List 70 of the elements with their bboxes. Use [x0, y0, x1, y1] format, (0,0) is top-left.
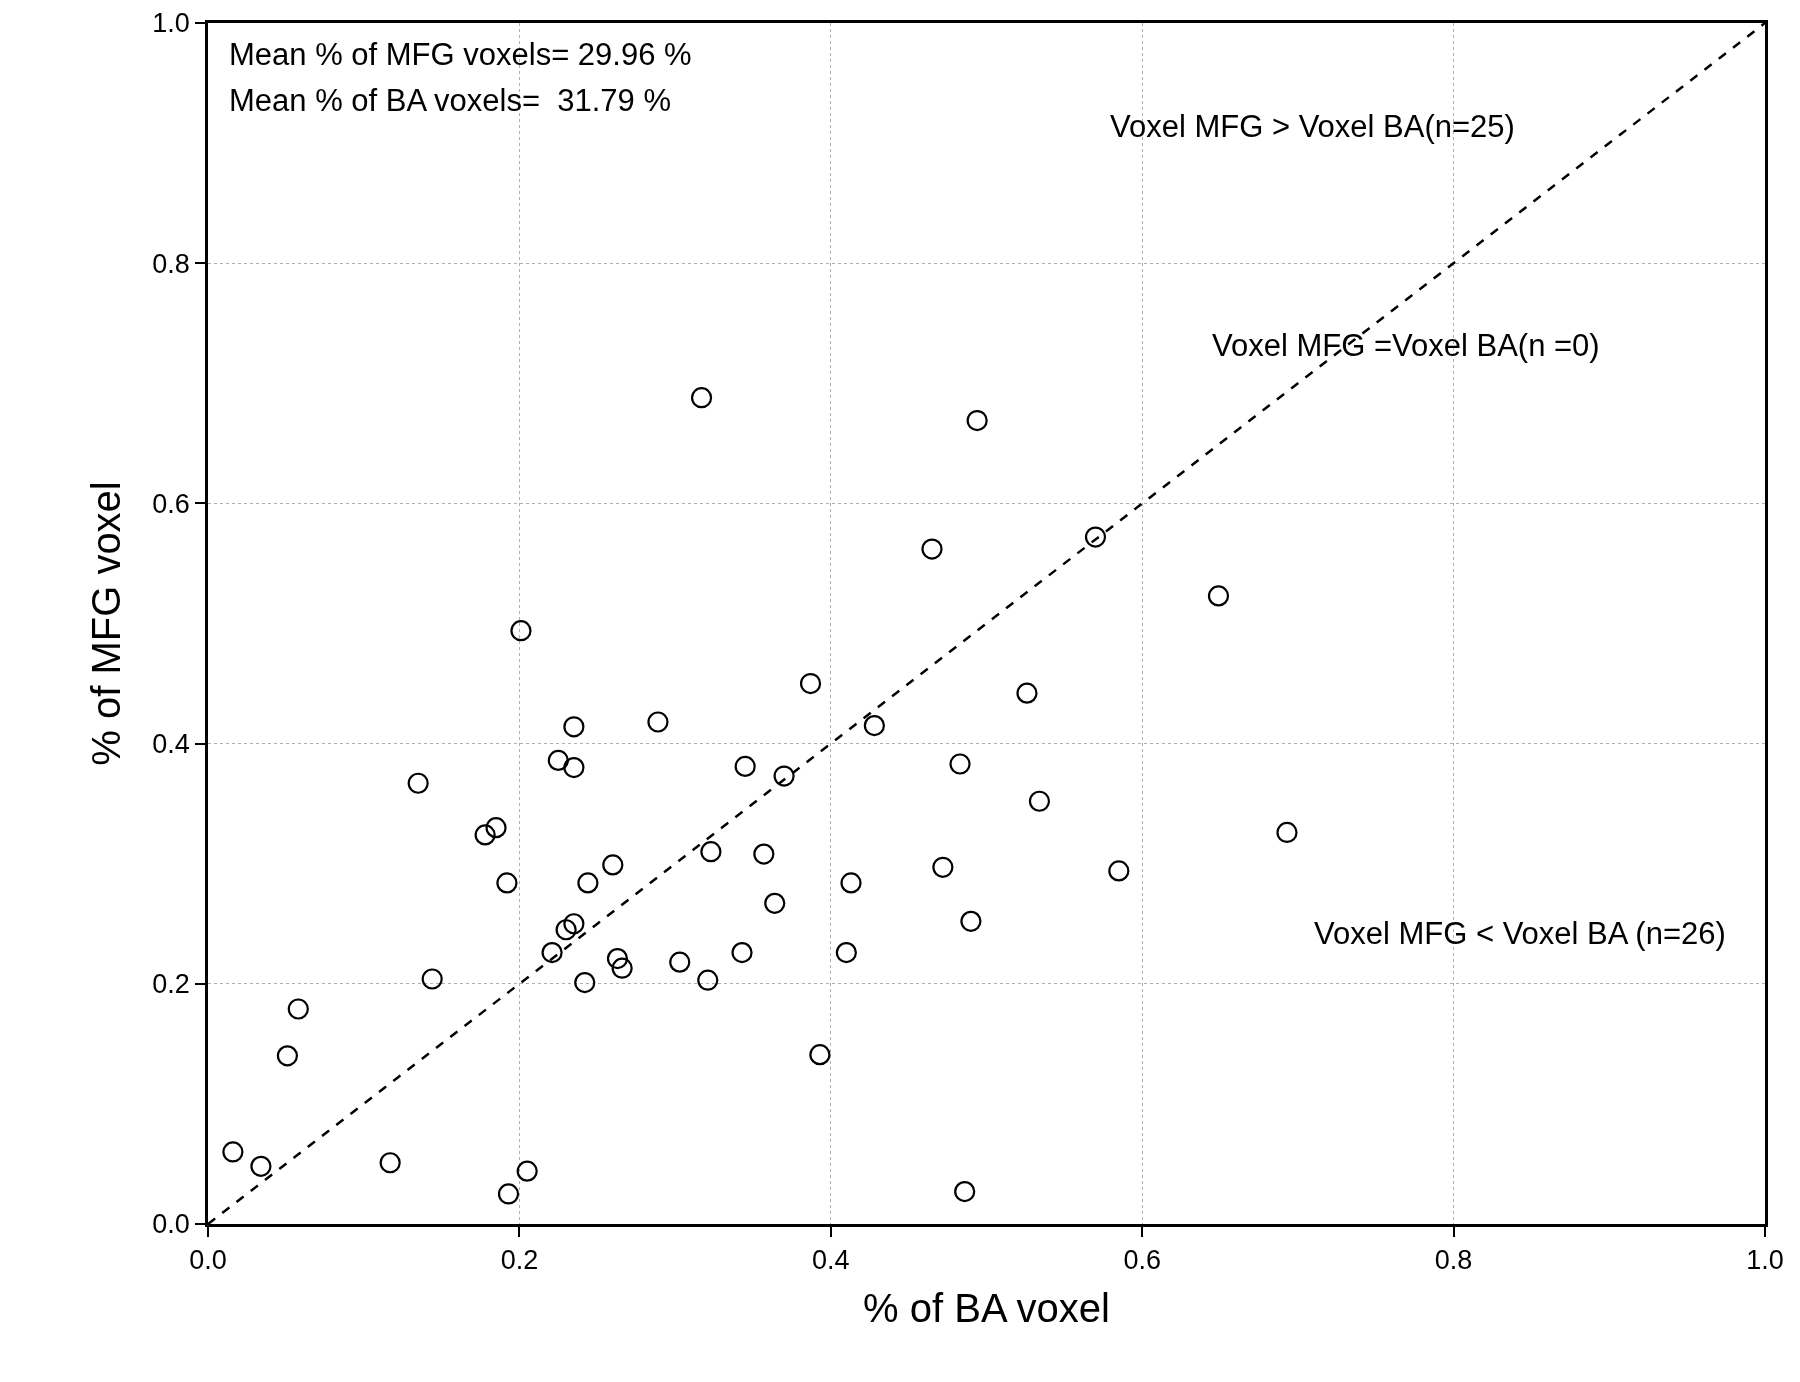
point	[541, 941, 563, 964]
point	[731, 941, 753, 964]
point	[799, 672, 822, 695]
point	[563, 757, 585, 779]
x-tick-label: 1.0	[1746, 1245, 1784, 1276]
y-tick-label: 1.0	[152, 8, 190, 39]
annotation: Voxel MFG < Voxel BA (n=26)	[1314, 916, 1726, 951]
annotation: Mean % of BA voxels= 31.79 %	[229, 83, 672, 118]
point	[1028, 790, 1051, 812]
annotation: Mean % of MFG voxels= 29.96 %	[229, 37, 692, 72]
point	[1108, 860, 1130, 882]
point	[606, 947, 629, 970]
point	[577, 872, 599, 894]
point	[700, 841, 722, 863]
point	[954, 1180, 976, 1203]
point	[574, 972, 596, 994]
point	[764, 892, 786, 914]
annotation: Voxel MFG =Voxel BA(n =0)	[1212, 328, 1600, 363]
point	[222, 1141, 244, 1163]
y-tick-label: 0.8	[152, 248, 190, 279]
point	[602, 854, 624, 876]
x-axis-title: % of BA voxel	[863, 1285, 1110, 1330]
point	[474, 824, 496, 846]
x-tick-label: 0.2	[500, 1245, 539, 1276]
point	[863, 714, 885, 737]
point	[611, 957, 633, 979]
point	[840, 872, 862, 894]
annotation: Voxel MFG > Voxel BA(n=25)	[1110, 109, 1515, 144]
y-tick-label: 0.2	[152, 969, 190, 1000]
point	[921, 538, 943, 560]
x-tick-label: 0.6	[1123, 1245, 1161, 1276]
y-tick-label: 0.0	[152, 1209, 190, 1240]
point	[773, 765, 795, 787]
point	[734, 755, 756, 778]
point	[516, 1160, 538, 1182]
point	[669, 951, 691, 973]
point	[966, 409, 988, 432]
x-tick-label: 0.4	[812, 1245, 850, 1276]
point	[563, 716, 585, 738]
x-tick-label: 0.0	[189, 1245, 227, 1276]
point	[1016, 682, 1038, 704]
y-tick-label: 0.6	[152, 488, 190, 519]
point	[932, 856, 954, 878]
point	[555, 919, 577, 941]
point	[510, 620, 532, 642]
point	[835, 941, 857, 964]
point	[496, 872, 518, 894]
point	[287, 998, 309, 1020]
point	[697, 969, 719, 991]
point	[563, 913, 585, 935]
point	[497, 1183, 520, 1205]
point	[547, 749, 569, 771]
point	[949, 753, 971, 775]
y-axis-title: % of MFG voxel	[83, 481, 128, 766]
y-tick-label: 0.4	[152, 729, 190, 760]
point	[753, 843, 775, 865]
point	[960, 910, 982, 932]
x-tick-label: 0.8	[1434, 1245, 1473, 1276]
point	[276, 1045, 299, 1067]
point	[407, 772, 429, 794]
point	[1207, 585, 1230, 607]
point	[1084, 526, 1107, 548]
point	[1276, 821, 1298, 844]
point	[809, 1044, 831, 1066]
point	[485, 817, 507, 839]
point	[250, 1155, 272, 1177]
point	[379, 1152, 401, 1174]
point	[690, 387, 713, 409]
point	[421, 968, 443, 990]
point	[647, 711, 669, 733]
